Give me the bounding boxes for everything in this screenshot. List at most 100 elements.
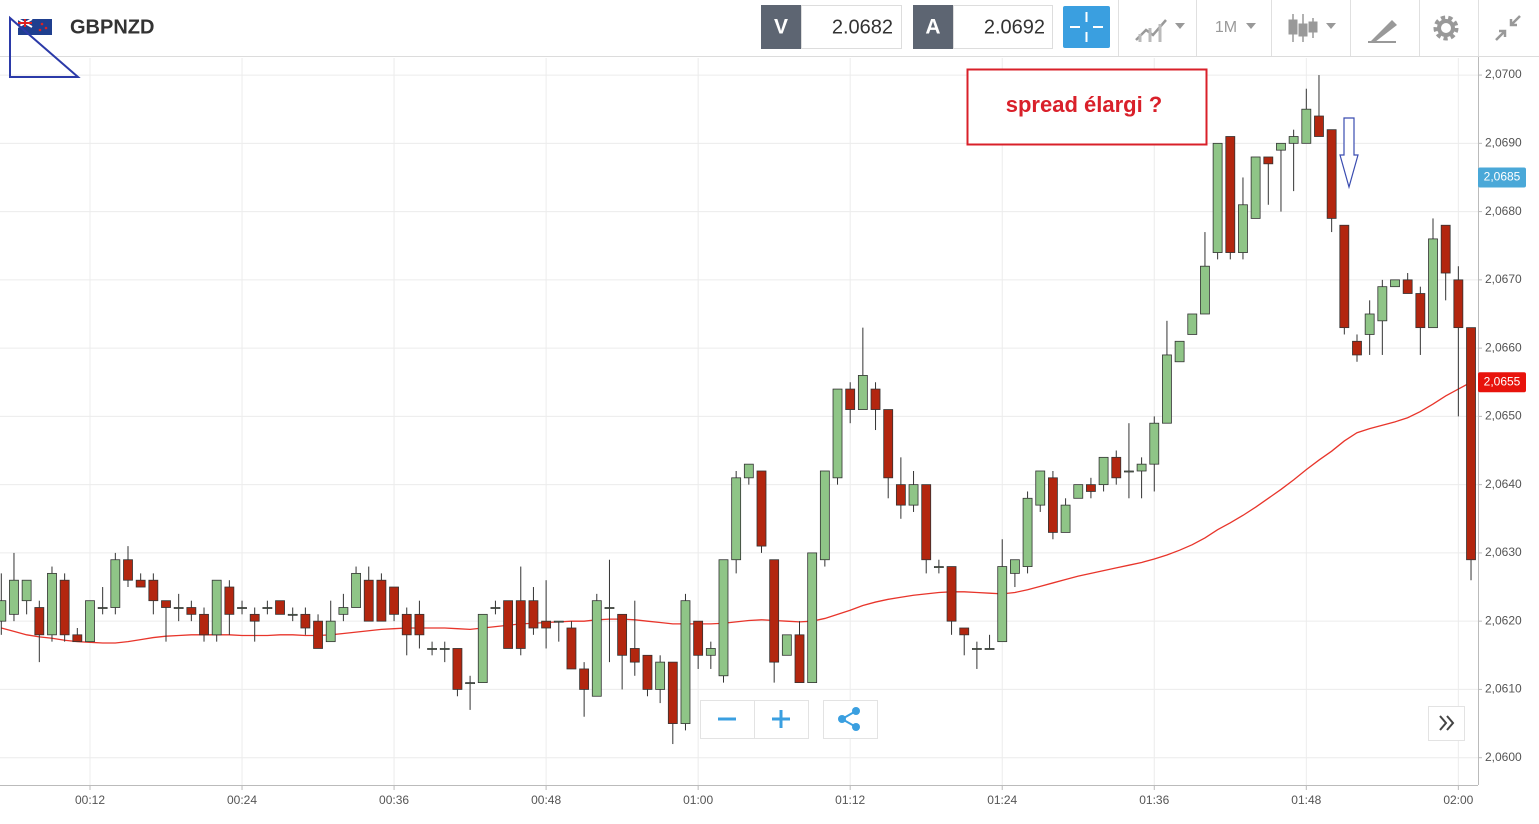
crosshair-button[interactable] — [1063, 6, 1110, 48]
collapse-button[interactable] — [1495, 15, 1521, 41]
candle-body — [1212, 142, 1223, 253]
zoom-in-button[interactable] — [754, 700, 809, 739]
candle-body — [1136, 463, 1147, 472]
candle-body — [883, 409, 894, 479]
candle-body — [1288, 136, 1299, 144]
candle-body — [300, 613, 311, 629]
y-tick-label: 2,0640 — [1485, 477, 1522, 491]
candle-body — [1466, 327, 1476, 561]
x-tick-label: 00:24 — [227, 793, 257, 807]
candle-body — [1250, 156, 1261, 219]
candle-body — [427, 648, 437, 650]
candle-body — [946, 566, 957, 622]
candle-body — [629, 648, 640, 663]
ask-tag[interactable] — [913, 5, 953, 49]
price-label-box — [1478, 167, 1526, 188]
candle-body — [1225, 136, 1236, 253]
candle-body — [325, 620, 336, 643]
scroll-right-button[interactable] — [1428, 706, 1465, 741]
candle-body — [895, 484, 906, 506]
candle-body — [376, 579, 387, 622]
candle-body — [287, 613, 298, 616]
timeframe-button[interactable]: 1M — [1215, 19, 1256, 36]
drawing-triangle — [9, 15, 81, 78]
candle-body — [1314, 115, 1324, 137]
candle-body — [705, 648, 716, 656]
candle-body — [743, 463, 754, 479]
candle-body — [1326, 129, 1337, 219]
y-tick-label: 2,0700 — [1485, 67, 1522, 81]
candle-body — [718, 559, 729, 677]
candle-body — [756, 470, 767, 547]
candle-body — [1440, 224, 1451, 274]
candle-body — [1111, 456, 1122, 479]
candle-body — [414, 613, 425, 636]
candle-body — [1187, 313, 1198, 335]
x-tick-label: 01:36 — [1139, 793, 1169, 807]
settings-button[interactable] — [1433, 15, 1459, 41]
share-button[interactable] — [823, 700, 878, 739]
x-tick-label: 01:00 — [683, 793, 713, 807]
zoom-out-button[interactable] — [700, 700, 755, 739]
candle-body — [351, 572, 361, 608]
draw-tool-button[interactable] — [1368, 20, 1397, 43]
candle-body — [984, 648, 995, 650]
chart-type-button[interactable] — [1135, 19, 1185, 42]
bid-tag[interactable] — [761, 5, 801, 49]
candle-body — [477, 613, 488, 684]
candle-body — [769, 559, 780, 663]
candles-button[interactable] — [1288, 14, 1336, 42]
candle-body — [857, 375, 868, 410]
candle-body — [1035, 470, 1046, 506]
candle-body — [135, 579, 146, 588]
candle-body — [262, 607, 273, 609]
candle-body — [1048, 477, 1058, 533]
candle-body — [363, 579, 374, 622]
price-label-box — [1478, 372, 1526, 393]
candle-body — [1060, 504, 1071, 533]
candle-body — [819, 470, 830, 561]
bid-box[interactable] — [801, 5, 902, 49]
candle-body — [237, 607, 247, 609]
candle-body — [845, 388, 856, 410]
x-tick-label: 01:24 — [987, 793, 1017, 807]
annotation: spread élargi ? — [1006, 92, 1163, 117]
price-label: 2,0655 — [1484, 374, 1521, 388]
ask-label: A — [925, 16, 940, 39]
candle-body — [59, 579, 70, 636]
timeframe: 1M — [1215, 19, 1237, 36]
candle-body — [1022, 497, 1033, 567]
candle-body — [1402, 279, 1413, 294]
candle-body — [1010, 559, 1020, 574]
candle-body — [224, 586, 235, 615]
x-tick-label: 00:48 — [531, 793, 561, 807]
candle-body — [1098, 456, 1109, 486]
candle-body — [21, 579, 32, 602]
candle-body — [667, 661, 678, 724]
candle-body — [465, 682, 475, 685]
candle-body — [1377, 286, 1388, 322]
x-tick-label: 02:00 — [1443, 793, 1473, 807]
y-tick-label: 2,0610 — [1485, 682, 1522, 696]
candle-body — [617, 613, 628, 656]
candle-body — [490, 607, 501, 609]
annotation-box — [966, 68, 1208, 146]
candle-body — [794, 634, 805, 684]
candle-body — [186, 607, 197, 615]
candle-body — [1339, 224, 1350, 329]
candle-body — [1364, 313, 1375, 335]
candle-body — [1301, 108, 1312, 144]
candle-body — [1238, 204, 1248, 253]
candle-body — [1162, 354, 1172, 424]
candle-body — [870, 388, 881, 410]
candle-body — [97, 607, 108, 609]
candle-body — [528, 600, 539, 629]
ask-box[interactable] — [953, 5, 1053, 49]
candle-body — [275, 600, 285, 615]
candle-body — [604, 607, 615, 609]
candle-body — [452, 648, 463, 690]
drawing-arrow — [1339, 117, 1359, 190]
candle-body — [1124, 470, 1134, 473]
symbol: GBPNZD — [70, 16, 154, 38]
